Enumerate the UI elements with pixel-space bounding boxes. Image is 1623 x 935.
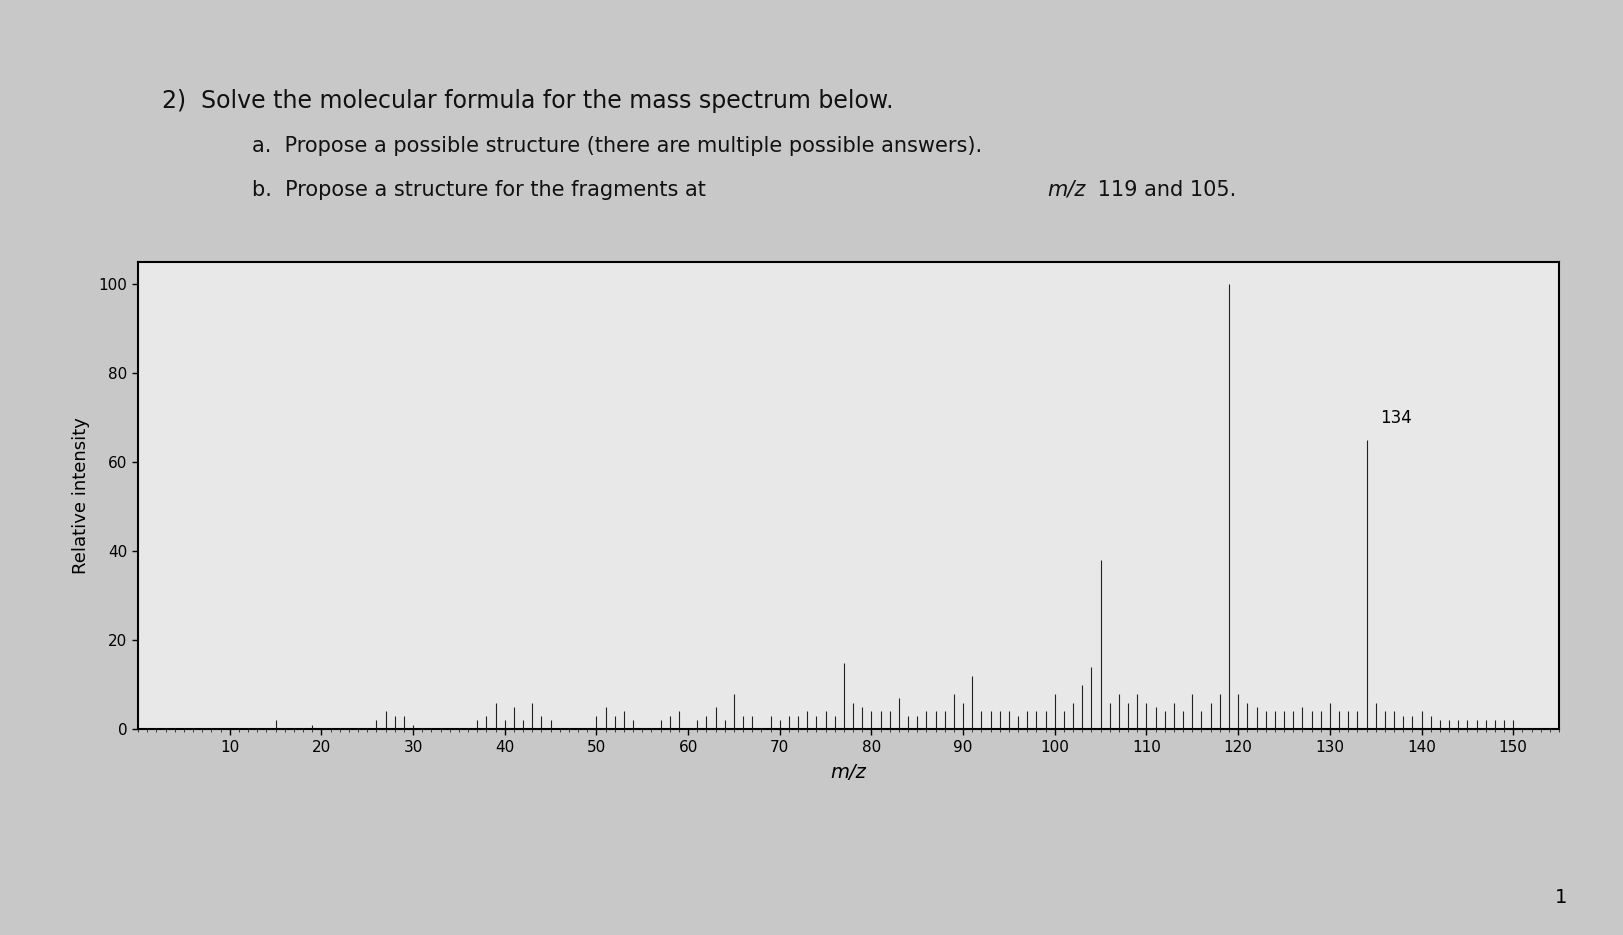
Text: 134: 134 <box>1380 409 1410 426</box>
Text: 2)  Solve the molecular formula for the mass spectrum below.: 2) Solve the molecular formula for the m… <box>162 89 893 113</box>
X-axis label: m/z: m/z <box>829 763 867 782</box>
Text: m/z: m/z <box>1047 180 1086 199</box>
Text: b.  Propose a structure for the fragments at: b. Propose a structure for the fragments… <box>252 180 712 199</box>
Text: 1: 1 <box>1553 888 1566 907</box>
Text: a.  Propose a possible structure (there are multiple possible answers).: a. Propose a possible structure (there a… <box>252 136 982 155</box>
Text: 119 and 105.: 119 and 105. <box>1091 180 1235 199</box>
Y-axis label: Relative intensity: Relative intensity <box>73 417 91 574</box>
